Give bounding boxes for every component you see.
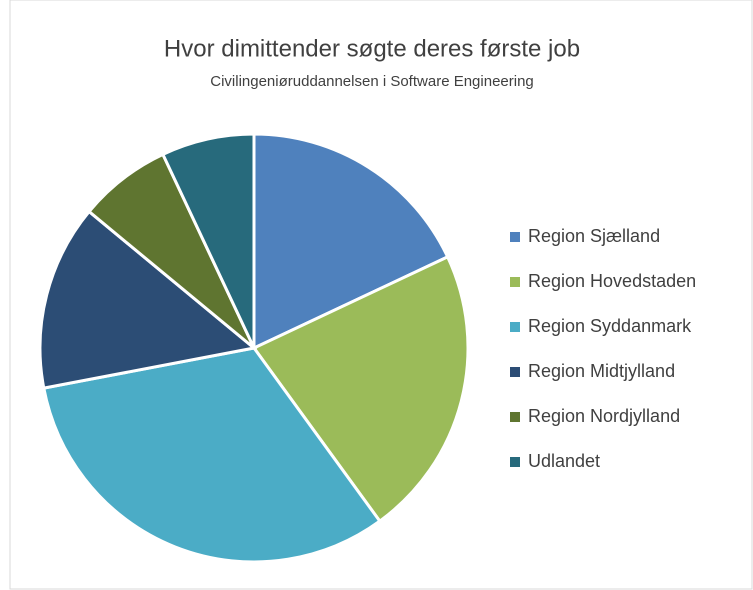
legend-swatch [510,367,520,377]
pie-slice [160,132,256,349]
legend-swatch [510,277,520,287]
legend-label: Region Syddanmark [528,316,692,336]
pie-slice [252,132,450,351]
legend-label: Region Hovedstaden [528,271,696,291]
legend-swatch [510,457,520,467]
legend-swatch [510,232,520,242]
pie-slice [42,346,382,564]
legend-label: Region Nordjylland [528,406,680,426]
pie-slice [251,254,470,524]
legend-swatch [510,322,520,332]
legend-label: Region Midtjylland [528,361,675,381]
legend-label: Region Sjælland [528,226,660,246]
pie-slice [38,209,258,390]
chart-title: Hvor dimittender søgte deres første job [164,35,580,62]
chart-subtitle: Civilingeniøruddannelsen i Software Engi… [210,73,534,90]
legend-label: Udlandet [528,451,600,471]
legend-swatch [510,412,520,422]
